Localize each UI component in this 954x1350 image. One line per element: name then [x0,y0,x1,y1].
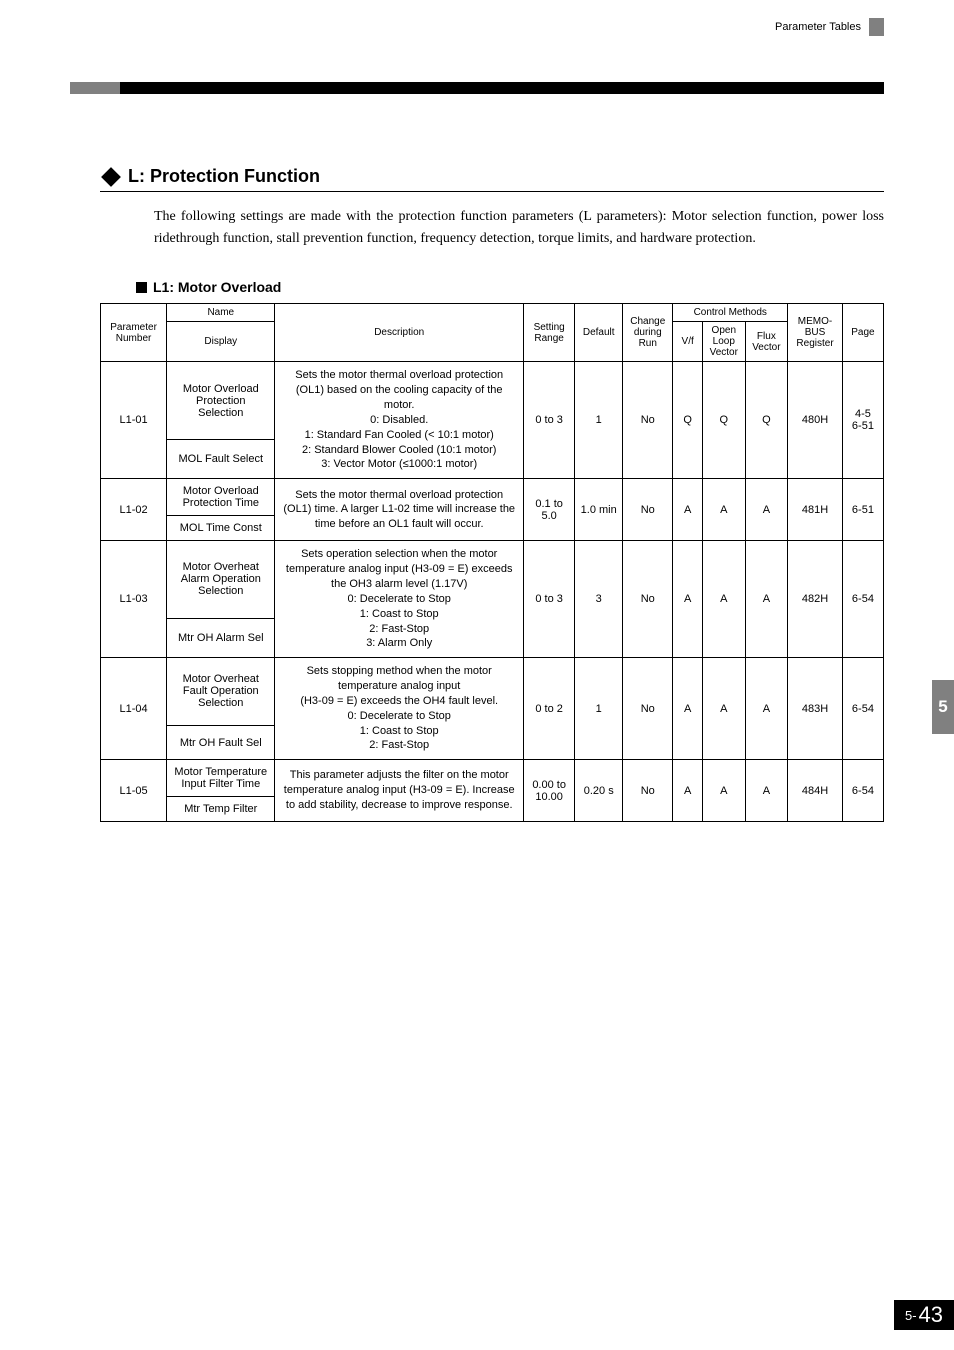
cell-vf: A [673,760,703,822]
th-name: Name [167,304,275,322]
th-olv: Open Loop Vector [702,322,745,362]
th-default: Default [575,304,623,362]
section-title: L: Protection Function [128,166,320,187]
cell-param-number: L1-03 [101,541,167,658]
cell-flux: A [745,479,788,541]
cell-flux: Q [745,362,788,479]
cell-change: No [623,479,673,541]
cell-change: No [623,541,673,658]
cell-param-number: L1-02 [101,479,167,541]
cell-range: 0 to 3 [523,362,574,479]
top-rule-black [120,82,884,94]
cell-page: 4-5 6-51 [842,362,883,479]
cell-change: No [623,658,673,760]
cell-name: Motor Temperature Input Filter Time [167,760,275,797]
header-tab-decoration [869,18,884,36]
parameter-table: Parameter Number Name Description Settin… [100,303,884,822]
cell-flux: A [745,658,788,760]
cell-description: Sets the motor thermal overload protecti… [275,479,524,541]
section-heading: L: Protection Function [100,166,884,192]
cell-range: 0 to 2 [523,658,574,760]
cell-memobus: 483H [788,658,843,760]
section-body: The following settings are made with the… [100,206,884,249]
cell-description: Sets stopping method when the motor temp… [275,658,524,760]
th-control-methods: Control Methods [673,304,788,322]
cell-default: 1 [575,658,623,760]
cell-olv: Q [702,362,745,479]
cell-range: 0.1 to 5.0 [523,479,574,541]
page-main: 43 [919,1302,943,1328]
cell-olv: A [702,760,745,822]
cell-name: Motor Overload Protection Selection [167,362,275,439]
cell-display: MOL Fault Select [167,439,275,479]
cell-default: 1 [575,362,623,479]
cell-memobus: 484H [788,760,843,822]
cell-page: 6-54 [842,760,883,822]
header-label: Parameter Tables [775,21,861,33]
cell-param-number: L1-04 [101,658,167,760]
page-number: 5-43 [894,1300,954,1330]
cell-param-number: L1-05 [101,760,167,822]
cell-description: Sets the motor thermal overload protecti… [275,362,524,479]
cell-change: No [623,362,673,479]
cell-flux: A [745,541,788,658]
cell-default: 3 [575,541,623,658]
th-setting-range: Setting Range [523,304,574,362]
cell-display: Mtr OH Fault Sel [167,725,275,759]
cell-page: 6-54 [842,658,883,760]
cell-olv: A [702,658,745,760]
cell-default: 1.0 min [575,479,623,541]
th-description: Description [275,304,524,362]
cell-name: Motor Overheat Fault Operation Selection [167,658,275,726]
cell-range: 0 to 3 [523,541,574,658]
cell-description: This parameter adjusts the filter on the… [275,760,524,822]
chapter-side-tab: 5 [932,680,954,734]
cell-display: MOL Time Const [167,516,275,541]
cell-olv: A [702,479,745,541]
cell-vf: A [673,658,703,760]
cell-name: Motor Overload Protection Time [167,479,275,516]
th-param-number: Parameter Number [101,304,167,362]
cell-vf: A [673,541,703,658]
cell-olv: A [702,541,745,658]
cell-page: 6-51 [842,479,883,541]
diamond-icon [101,167,121,187]
square-icon [136,282,147,293]
cell-memobus: 480H [788,362,843,479]
th-change-run: Change during Run [623,304,673,362]
th-vf: V/f [673,322,703,362]
cell-param-number: L1-01 [101,362,167,479]
subsection-title: L1: Motor Overload [153,279,281,295]
cell-display: Mtr OH Alarm Sel [167,618,275,658]
cell-memobus: 481H [788,479,843,541]
cell-page: 6-54 [842,541,883,658]
th-flux: Flux Vector [745,322,788,362]
cell-memobus: 482H [788,541,843,658]
cell-vf: Q [673,362,703,479]
top-rule-gray [70,82,120,94]
th-display: Display [167,322,275,362]
cell-vf: A [673,479,703,541]
cell-description: Sets operation selection when the motor … [275,541,524,658]
page-prefix: 5- [905,1308,917,1323]
cell-change: No [623,760,673,822]
th-memobus: MEMO-BUS Register [788,304,843,362]
cell-default: 0.20 s [575,760,623,822]
cell-display: Mtr Temp Filter [167,797,275,822]
th-page: Page [842,304,883,362]
cell-name: Motor Overheat Alarm Operation Selection [167,541,275,618]
subsection-heading: L1: Motor Overload [100,279,884,295]
cell-flux: A [745,760,788,822]
cell-range: 0.00 to 10.00 [523,760,574,822]
